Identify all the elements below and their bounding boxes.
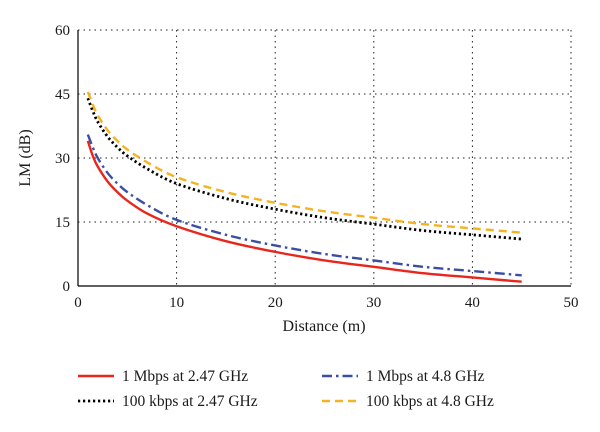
legend-label: 100 kbps at 2.47 GHz — [122, 393, 258, 410]
series-line-4 — [86, 91, 522, 234]
x-tick-label: 30 — [366, 295, 381, 311]
y-tick-label: 0 — [63, 279, 71, 295]
legend-label: 1 Mbps at 4.8 GHz — [366, 368, 485, 385]
y-tick-labels: 0 15 30 45 60 — [55, 23, 70, 295]
y-tick-label: 60 — [55, 23, 70, 39]
legend: 1 Mbps at 2.47 GHz 1 Mbps at 4.8 GHz 100 k… — [78, 368, 494, 410]
y-tick-label: 45 — [55, 87, 70, 103]
series-line-3 — [86, 97, 522, 241]
x-tick-label: 0 — [74, 295, 82, 311]
x-tick-label: 40 — [465, 295, 480, 311]
y-tick-label: 15 — [55, 215, 70, 231]
grid — [78, 29, 572, 286]
x-tick-label: 50 — [564, 295, 579, 311]
legend-label: 1 Mbps at 2.47 GHz — [122, 368, 248, 385]
x-tick-label: 20 — [268, 295, 283, 311]
x-tick-label: 10 — [169, 295, 184, 311]
series-line-2 — [86, 134, 522, 277]
series-lines — [86, 91, 522, 283]
x-tick-labels: 0 10 20 30 40 50 — [74, 295, 578, 311]
axes — [77, 30, 571, 287]
x-axis-title: Distance (m) — [282, 318, 365, 335]
series-line-1 — [86, 140, 522, 283]
y-tick-label: 30 — [55, 151, 70, 167]
y-axis-title: LM (dB) — [17, 129, 34, 186]
legend-label: 100 kbps at 4.8 GHz — [366, 393, 494, 410]
